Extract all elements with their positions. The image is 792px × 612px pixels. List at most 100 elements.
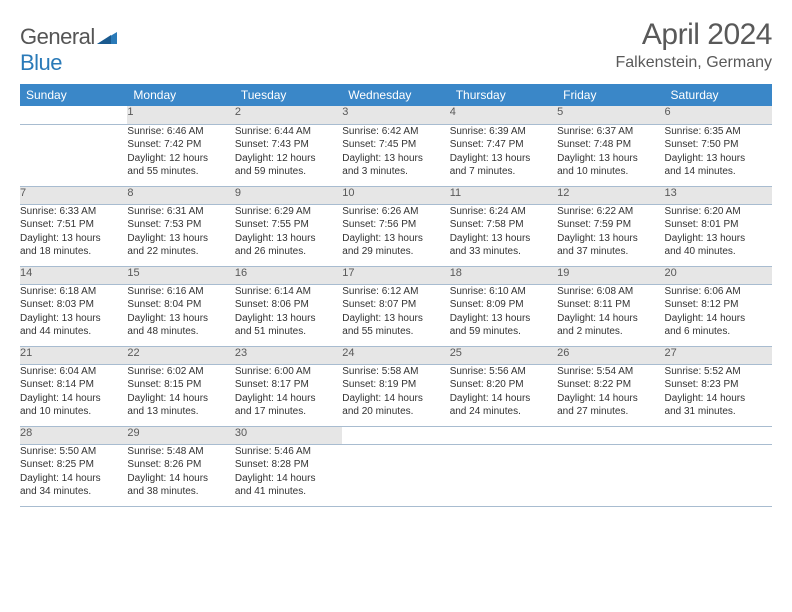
day-line: Daylight: 14 hours <box>20 472 127 486</box>
day-number: 2 <box>235 106 342 124</box>
day-line: Daylight: 14 hours <box>342 392 449 406</box>
day-cell: Sunrise: 6:18 AMSunset: 8:03 PMDaylight:… <box>20 284 127 346</box>
day-cell: Sunrise: 6:10 AMSunset: 8:09 PMDaylight:… <box>450 284 557 346</box>
day-number: 18 <box>450 266 557 284</box>
day-line: Daylight: 13 hours <box>342 312 449 326</box>
day-line: Sunset: 8:26 PM <box>127 458 234 472</box>
calendar-table: Sunday Monday Tuesday Wednesday Thursday… <box>20 84 772 507</box>
day-line: Daylight: 13 hours <box>450 232 557 246</box>
day-number: 20 <box>665 266 772 284</box>
day-line: Sunrise: 6:04 AM <box>20 365 127 379</box>
day-line: Sunrise: 6:08 AM <box>557 285 664 299</box>
day-number <box>450 426 557 444</box>
weekday-header: Monday <box>127 84 234 106</box>
day-cell: Sunrise: 6:00 AMSunset: 8:17 PMDaylight:… <box>235 364 342 426</box>
day-cell: Sunrise: 5:56 AMSunset: 8:20 PMDaylight:… <box>450 364 557 426</box>
day-cell: Sunrise: 5:50 AMSunset: 8:25 PMDaylight:… <box>20 444 127 506</box>
day-content-row: Sunrise: 6:18 AMSunset: 8:03 PMDaylight:… <box>20 284 772 346</box>
day-line: Sunset: 7:56 PM <box>342 218 449 232</box>
day-line: Sunset: 7:58 PM <box>450 218 557 232</box>
day-line: Sunset: 8:11 PM <box>557 298 664 312</box>
weekday-header: Saturday <box>665 84 772 106</box>
day-cell: Sunrise: 5:48 AMSunset: 8:26 PMDaylight:… <box>127 444 234 506</box>
day-line: Sunrise: 6:31 AM <box>127 205 234 219</box>
day-cell: Sunrise: 6:02 AMSunset: 8:15 PMDaylight:… <box>127 364 234 426</box>
day-line: and 17 minutes. <box>235 405 342 419</box>
day-line: and 38 minutes. <box>127 485 234 499</box>
day-line: and 2 minutes. <box>557 325 664 339</box>
day-line: Sunset: 7:47 PM <box>450 138 557 152</box>
day-line: Daylight: 13 hours <box>342 232 449 246</box>
day-cell <box>342 444 449 506</box>
day-line: Sunrise: 6:00 AM <box>235 365 342 379</box>
day-line: and 29 minutes. <box>342 245 449 259</box>
day-line: Daylight: 13 hours <box>20 312 127 326</box>
day-number: 23 <box>235 346 342 364</box>
day-line: and 10 minutes. <box>557 165 664 179</box>
day-line: Sunrise: 6:44 AM <box>235 125 342 139</box>
page-title: April 2024 <box>615 18 772 52</box>
day-line: and 27 minutes. <box>557 405 664 419</box>
title-block: April 2024 Falkenstein, Germany <box>615 18 772 72</box>
day-number-row: 123456 <box>20 106 772 124</box>
day-content-row: Sunrise: 5:50 AMSunset: 8:25 PMDaylight:… <box>20 444 772 506</box>
day-line: Sunset: 7:45 PM <box>342 138 449 152</box>
day-number: 13 <box>665 186 772 204</box>
day-line: Daylight: 14 hours <box>665 312 772 326</box>
day-line: and 6 minutes. <box>665 325 772 339</box>
day-line: Sunset: 8:23 PM <box>665 378 772 392</box>
day-number: 27 <box>665 346 772 364</box>
day-line: and 13 minutes. <box>127 405 234 419</box>
day-number <box>557 426 664 444</box>
day-number: 5 <box>557 106 664 124</box>
day-line: Daylight: 14 hours <box>665 392 772 406</box>
day-line: Sunset: 8:22 PM <box>557 378 664 392</box>
day-line: Daylight: 14 hours <box>127 392 234 406</box>
day-cell: Sunrise: 5:58 AMSunset: 8:19 PMDaylight:… <box>342 364 449 426</box>
day-line: Sunset: 8:09 PM <box>450 298 557 312</box>
day-line: Sunset: 7:59 PM <box>557 218 664 232</box>
day-number-row: 21222324252627 <box>20 346 772 364</box>
day-line: Daylight: 13 hours <box>127 312 234 326</box>
day-line: Daylight: 14 hours <box>557 312 664 326</box>
day-line: and 51 minutes. <box>235 325 342 339</box>
day-line: and 40 minutes. <box>665 245 772 259</box>
day-cell: Sunrise: 6:22 AMSunset: 7:59 PMDaylight:… <box>557 204 664 266</box>
day-number: 4 <box>450 106 557 124</box>
day-content-row: Sunrise: 6:33 AMSunset: 7:51 PMDaylight:… <box>20 204 772 266</box>
day-cell <box>20 124 127 186</box>
day-line: and 48 minutes. <box>127 325 234 339</box>
day-line: Sunrise: 5:58 AM <box>342 365 449 379</box>
day-cell: Sunrise: 6:44 AMSunset: 7:43 PMDaylight:… <box>235 124 342 186</box>
day-line: Daylight: 13 hours <box>235 232 342 246</box>
day-cell <box>665 444 772 506</box>
day-line: Daylight: 14 hours <box>235 392 342 406</box>
day-line: Sunset: 8:06 PM <box>235 298 342 312</box>
day-line: Sunrise: 6:39 AM <box>450 125 557 139</box>
day-line: Daylight: 14 hours <box>235 472 342 486</box>
day-line: Sunset: 7:48 PM <box>557 138 664 152</box>
day-line: Sunrise: 6:46 AM <box>127 125 234 139</box>
day-number: 15 <box>127 266 234 284</box>
day-cell: Sunrise: 6:35 AMSunset: 7:50 PMDaylight:… <box>665 124 772 186</box>
day-number: 21 <box>20 346 127 364</box>
weekday-header-row: Sunday Monday Tuesday Wednesday Thursday… <box>20 84 772 106</box>
day-line: Sunset: 7:51 PM <box>20 218 127 232</box>
day-number: 22 <box>127 346 234 364</box>
day-line: and 3 minutes. <box>342 165 449 179</box>
day-number: 19 <box>557 266 664 284</box>
day-line: Daylight: 12 hours <box>127 152 234 166</box>
day-cell: Sunrise: 6:39 AMSunset: 7:47 PMDaylight:… <box>450 124 557 186</box>
day-number <box>665 426 772 444</box>
day-number: 1 <box>127 106 234 124</box>
day-line: Sunrise: 6:37 AM <box>557 125 664 139</box>
day-line: and 18 minutes. <box>20 245 127 259</box>
day-line: Sunset: 8:19 PM <box>342 378 449 392</box>
day-line: Daylight: 13 hours <box>665 232 772 246</box>
day-number: 28 <box>20 426 127 444</box>
day-line: Sunrise: 5:48 AM <box>127 445 234 459</box>
day-line: Daylight: 13 hours <box>450 152 557 166</box>
day-line: Sunset: 7:53 PM <box>127 218 234 232</box>
day-number: 12 <box>557 186 664 204</box>
day-line: Daylight: 14 hours <box>450 392 557 406</box>
